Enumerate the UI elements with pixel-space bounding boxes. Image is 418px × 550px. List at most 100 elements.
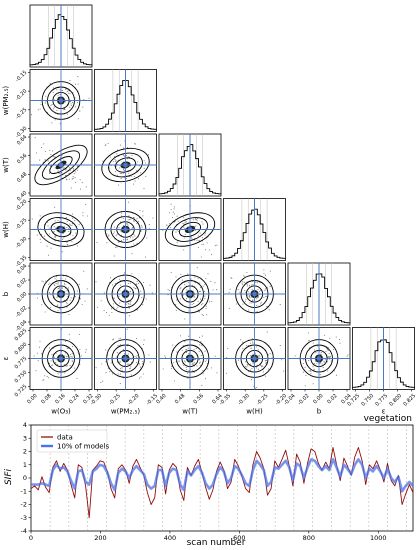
histogram-panel — [94, 69, 157, 132]
sample-point — [165, 356, 167, 358]
sample-point — [116, 233, 118, 235]
sample-point — [205, 359, 207, 361]
sample-point — [304, 385, 306, 387]
sample-point — [118, 278, 120, 280]
sample-point — [127, 353, 129, 355]
sample-point — [72, 234, 74, 236]
sample-point — [62, 233, 64, 235]
sample-point — [79, 179, 81, 181]
sample-point — [251, 367, 253, 370]
sample-point — [142, 215, 144, 217]
parameter-label-bottom: b — [317, 408, 322, 416]
sample-point — [314, 360, 316, 362]
sample-point — [173, 206, 175, 208]
sample-point — [70, 187, 72, 189]
sample-point — [173, 208, 175, 210]
sample-point — [63, 167, 65, 169]
sample-point — [207, 368, 209, 370]
sample-point — [267, 368, 269, 370]
sample-point — [176, 299, 178, 301]
parameter-label-left: w(T) — [2, 157, 10, 173]
sample-point — [190, 236, 192, 239]
y-tick-label: 0 — [23, 474, 27, 482]
sample-point — [63, 363, 65, 366]
sample-point — [185, 366, 187, 368]
sample-point — [61, 287, 63, 289]
sample-point — [122, 147, 124, 149]
sample-point — [262, 371, 264, 373]
sample-point — [57, 282, 59, 284]
sample-point — [119, 302, 121, 304]
sample-point — [123, 281, 125, 283]
sample-point — [187, 282, 189, 284]
sample-point — [69, 93, 71, 95]
sample-point — [111, 373, 113, 375]
sample-point — [122, 169, 125, 171]
sample-point — [229, 288, 231, 290]
sample-point — [264, 360, 267, 362]
sample-point — [184, 220, 186, 222]
sample-point — [61, 172, 63, 174]
sample-point — [44, 159, 46, 161]
truth-marker — [188, 227, 192, 232]
sample-point — [119, 360, 121, 362]
sample-point — [191, 303, 193, 306]
mid-contour — [171, 217, 209, 242]
sample-point — [260, 301, 262, 303]
sample-point — [268, 309, 270, 311]
sample-point — [123, 272, 126, 274]
sample-point — [198, 311, 200, 313]
sample-point — [255, 346, 257, 348]
sample-point — [135, 143, 137, 145]
sample-point — [77, 83, 79, 85]
sample-point — [113, 226, 115, 228]
histogram-panel — [287, 262, 351, 326]
sample-point — [119, 172, 121, 174]
sample-point — [53, 231, 55, 233]
sample-point — [140, 231, 142, 233]
sample-point — [152, 217, 154, 219]
sample-point — [48, 227, 50, 229]
sample-point — [260, 289, 262, 291]
sample-point — [205, 277, 207, 280]
sample-point — [204, 284, 206, 286]
sample-point — [105, 361, 107, 363]
sample-point — [54, 119, 56, 121]
sample-point — [170, 208, 172, 211]
sample-point — [138, 220, 140, 223]
scatter-panel — [29, 198, 93, 261]
sample-point — [143, 167, 145, 169]
sample-point — [71, 213, 74, 215]
sample-point — [69, 234, 71, 236]
sample-point — [66, 301, 68, 304]
sample-point — [197, 247, 199, 249]
sample-point — [182, 294, 184, 296]
sample-point — [57, 283, 59, 285]
sample-point — [37, 360, 39, 362]
outer-contour — [164, 212, 216, 247]
sample-point — [244, 275, 246, 278]
sample-point — [200, 287, 202, 289]
sample-point — [143, 339, 145, 341]
sample-point — [105, 372, 107, 374]
sample-point — [242, 341, 244, 343]
sample-point — [106, 242, 108, 244]
sample-point — [186, 348, 188, 351]
sample-point — [55, 359, 57, 361]
sample-point — [183, 217, 185, 219]
sample-point — [178, 360, 180, 362]
sample-point — [126, 223, 128, 225]
sample-point — [173, 362, 175, 364]
sample-point — [134, 180, 136, 182]
y-tick-label: -0.15 — [15, 70, 29, 84]
sample-point — [79, 188, 82, 190]
sample-point — [283, 370, 285, 372]
sample-point — [133, 233, 135, 236]
sample-point — [148, 228, 150, 230]
sample-point — [130, 366, 132, 368]
sample-point — [302, 371, 304, 373]
sample-point — [251, 338, 253, 340]
sample-point — [250, 347, 252, 349]
sample-point — [47, 254, 50, 256]
sample-point — [308, 360, 310, 362]
